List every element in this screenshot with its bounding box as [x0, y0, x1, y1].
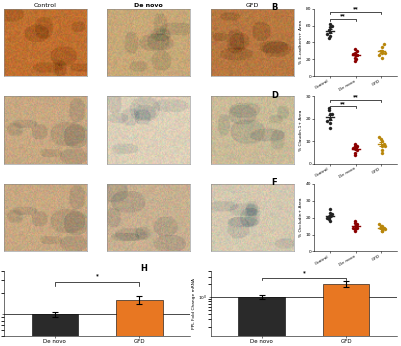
Point — [381, 225, 387, 230]
Point — [351, 150, 358, 155]
Point — [353, 223, 360, 229]
Text: **: ** — [353, 94, 358, 99]
Point — [324, 31, 330, 37]
Point — [353, 56, 360, 62]
Point — [376, 52, 382, 58]
Y-axis label: % Occludin+ Area: % Occludin+ Area — [300, 198, 304, 237]
Title: Control: Control — [34, 2, 57, 8]
Y-axis label: % Claudin-1+ Area: % Claudin-1+ Area — [300, 109, 304, 151]
Point — [381, 141, 387, 146]
Bar — [116, 300, 163, 346]
Point — [324, 215, 330, 220]
Point — [352, 220, 358, 226]
Point — [379, 55, 385, 61]
Bar — [323, 284, 369, 346]
Point — [354, 48, 360, 54]
Point — [379, 228, 385, 234]
Point — [350, 52, 356, 57]
Text: **: ** — [353, 7, 358, 12]
Point — [329, 211, 336, 217]
Y-axis label: % E-cadherin+ Area: % E-cadherin+ Area — [300, 20, 304, 64]
Text: F: F — [271, 179, 277, 188]
Title: GFD: GFD — [245, 2, 259, 8]
Text: D: D — [271, 91, 278, 100]
Point — [379, 150, 385, 155]
Text: *: * — [96, 273, 99, 278]
Point — [351, 55, 358, 61]
Point — [326, 105, 332, 110]
Point — [376, 134, 382, 139]
Text: **: ** — [340, 101, 346, 106]
Point — [327, 33, 334, 38]
Point — [353, 52, 360, 58]
Point — [326, 218, 333, 224]
Point — [379, 138, 385, 144]
Point — [381, 143, 388, 148]
Point — [352, 218, 358, 224]
Point — [381, 227, 388, 232]
Point — [379, 228, 385, 234]
Point — [352, 141, 358, 146]
Point — [352, 46, 358, 52]
Point — [379, 50, 385, 55]
Text: **: ** — [340, 13, 346, 18]
Point — [381, 51, 388, 56]
Point — [378, 223, 384, 229]
Point — [329, 23, 336, 28]
Point — [379, 143, 385, 148]
Y-axis label: E-cadherin: E-cadherin — [0, 28, 1, 57]
Point — [354, 143, 360, 148]
Point — [352, 227, 358, 232]
Point — [326, 21, 333, 27]
Point — [353, 147, 360, 153]
Point — [353, 225, 360, 230]
Text: H: H — [140, 264, 147, 273]
Bar — [32, 314, 78, 346]
Point — [350, 145, 356, 151]
Point — [379, 223, 385, 229]
Point — [326, 210, 333, 215]
Point — [325, 217, 332, 222]
Y-axis label: Occludin: Occludin — [0, 206, 1, 229]
Point — [326, 120, 333, 126]
Point — [327, 207, 334, 212]
Point — [326, 29, 333, 35]
Point — [326, 27, 332, 33]
Point — [326, 25, 333, 30]
Point — [379, 147, 385, 153]
Point — [381, 42, 387, 47]
Point — [379, 48, 385, 54]
Point — [324, 118, 330, 124]
Point — [326, 111, 333, 117]
Y-axis label: PPL Fold Change mRNA: PPL Fold Change mRNA — [192, 278, 196, 329]
Point — [329, 111, 336, 117]
Point — [325, 35, 332, 41]
Text: B: B — [271, 3, 277, 12]
Point — [378, 136, 384, 142]
Point — [353, 145, 360, 151]
Point — [352, 50, 358, 55]
Point — [379, 227, 385, 232]
Point — [352, 152, 358, 157]
Point — [378, 48, 384, 54]
Point — [326, 213, 333, 219]
Text: *: * — [302, 271, 305, 275]
Point — [376, 221, 382, 227]
Point — [327, 116, 334, 121]
Title: De novo: De novo — [134, 2, 163, 8]
Point — [379, 44, 385, 49]
Point — [352, 58, 358, 64]
Point — [326, 125, 333, 130]
Bar — [238, 297, 285, 346]
Point — [350, 225, 356, 230]
Y-axis label: Claudin-1: Claudin-1 — [0, 117, 1, 143]
Point — [354, 221, 360, 227]
Point — [351, 228, 358, 234]
Point — [352, 143, 358, 148]
Point — [326, 215, 332, 220]
Point — [325, 107, 332, 112]
